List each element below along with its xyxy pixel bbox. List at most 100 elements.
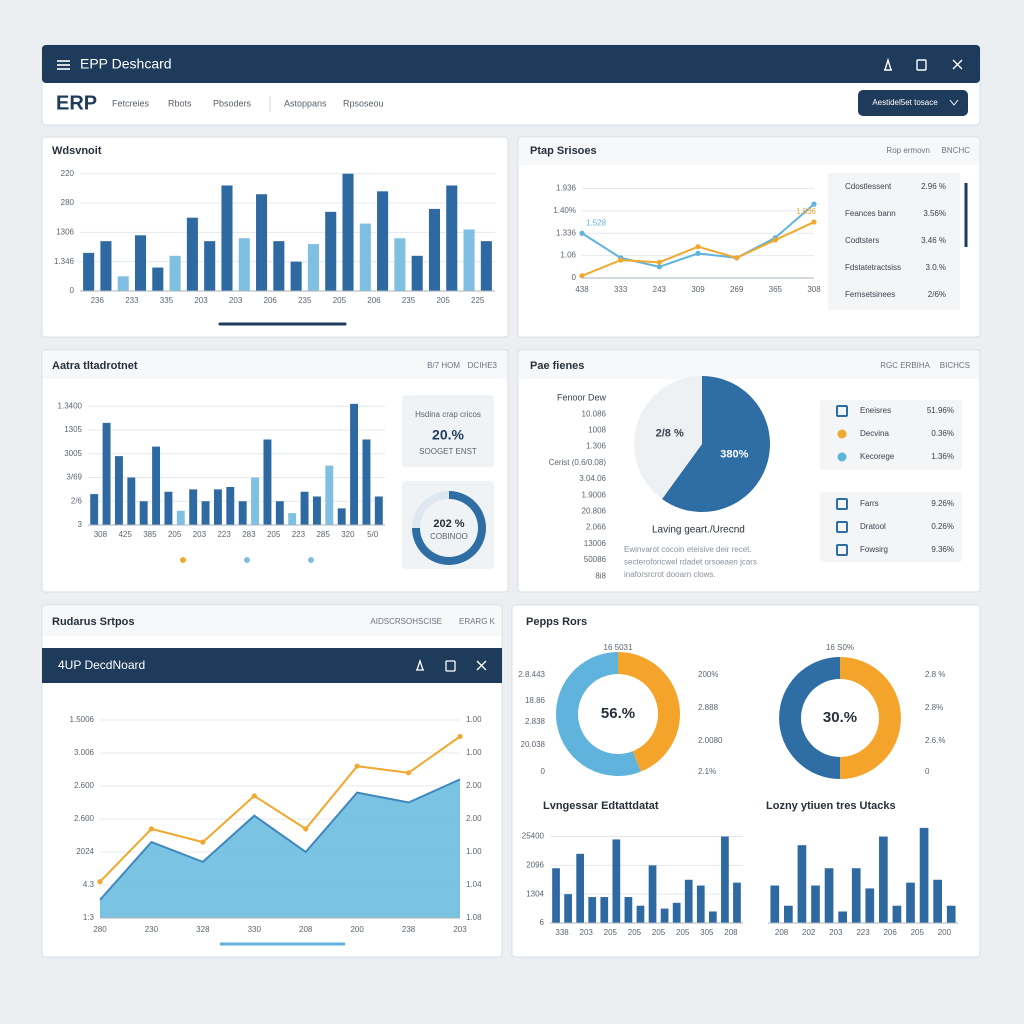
legend-dot [244,557,250,563]
bar [446,185,458,291]
bar [152,267,164,291]
bar [838,911,847,923]
bar [100,241,112,291]
nav-link[interactable]: Rpsoseou [343,98,384,108]
axis-label: 8i8 [595,571,606,580]
list-label: Fdstatetractsiss [845,263,901,272]
x-tick-label: 283 [242,530,256,539]
header-meta: RGC ERBIHA [880,361,930,370]
list-value: 3.0.% [926,263,946,272]
point [354,763,360,769]
y-tick-label: 0 [572,273,577,282]
bar [660,908,669,923]
point [656,259,662,265]
card-title: Hsdina crap cricos [415,410,481,419]
bar [186,217,198,291]
axis-label: 2.1% [698,767,716,776]
bar [312,496,321,525]
axis-label: 200% [698,670,718,679]
legend-label: Dratool [860,522,886,531]
panel-header [43,606,501,636]
point [200,839,206,845]
center-label: 56.% [601,705,635,722]
x-tick-label: 205 [676,928,690,937]
x-tick-label: 438 [575,285,589,294]
action-button[interactable] [858,90,968,116]
donut-segment [779,657,840,779]
axis-label: 1.306 [586,442,607,451]
x-tick-label: 235 [298,296,312,305]
x-tick-label: 223 [217,530,231,539]
x-tick-label: 203 [580,928,594,937]
bar [411,255,423,291]
bar [117,276,129,291]
list-label: Feances bann [845,209,896,218]
axis-label: 2.066 [586,523,607,532]
bar [83,252,95,291]
bar [263,439,272,525]
nav-link[interactable]: Pbsoders [213,98,252,108]
bar [684,879,693,923]
bar [337,508,346,525]
legend-card [820,492,962,562]
x-tick-label: 235 [402,296,416,305]
x-tick-label: 208 [724,928,738,937]
card-value: 20.% [432,427,464,443]
legend-icon [837,452,847,462]
nav-link[interactable]: Fetcreies [112,98,150,108]
list-label: Codtsters [845,236,879,245]
panel-header [519,138,979,165]
bar [169,255,181,291]
bar [851,868,861,923]
x-tick-label: 269 [730,285,744,294]
x-tick-label: 206 [883,928,897,937]
axis-label: 2.888 [698,703,719,712]
x-tick-label: 205 [911,928,925,937]
bar [307,244,319,291]
panel-header [43,351,507,379]
bar [824,868,834,923]
bar [377,191,389,291]
y-tick-label: 1.00 [466,748,482,757]
inner-window-controls[interactable] [416,658,487,672]
x-tick-label: 205 [652,928,666,937]
y-tick-label: 2.00 [466,814,482,823]
header-meta: BNCHC [942,146,971,155]
y-tick-label: 280 [61,198,75,207]
donut-top-label: 16 S0% [826,643,854,652]
x-tick-label: 223 [856,928,870,937]
list-value: 2/6% [928,290,946,299]
x-tick-label: 203 [194,296,208,305]
bar [552,868,560,923]
axis-label: 0 [925,767,930,776]
bar [342,173,354,291]
x-tick-label: 202 [802,928,816,937]
inner-title-bar [42,648,502,683]
bar [865,888,875,923]
button-label[interactable]: Aestidel5et tosace [872,98,938,107]
point [97,879,103,885]
bar [428,208,441,291]
y-tick-label: 2.600 [74,781,95,790]
kpi-card [402,395,494,467]
inner-window-title: 4UP DecdNoard [58,658,145,672]
x-tick-label: 335 [160,296,174,305]
bar [374,496,383,525]
description: inaforsrcrot dooarn clows. [624,570,716,579]
point [656,264,662,270]
legend-value: 9.36% [931,545,954,554]
axis-label: Fenoor Dew [557,392,607,402]
legend-icon [836,405,848,417]
axis-label: 10.086 [582,409,607,418]
nav-link[interactable]: Rbots [168,98,192,108]
menu-icon[interactable] [57,60,70,70]
x-tick-label: 330 [248,925,262,934]
x-tick-label: 305 [700,928,714,937]
y-tick-label: 1.936 [556,184,577,193]
panel-header [519,351,979,379]
window-controls[interactable] [884,57,963,71]
bar [204,241,216,291]
nav-link[interactable]: Astoppans [284,98,327,108]
header-meta: ERARG K [459,617,496,626]
